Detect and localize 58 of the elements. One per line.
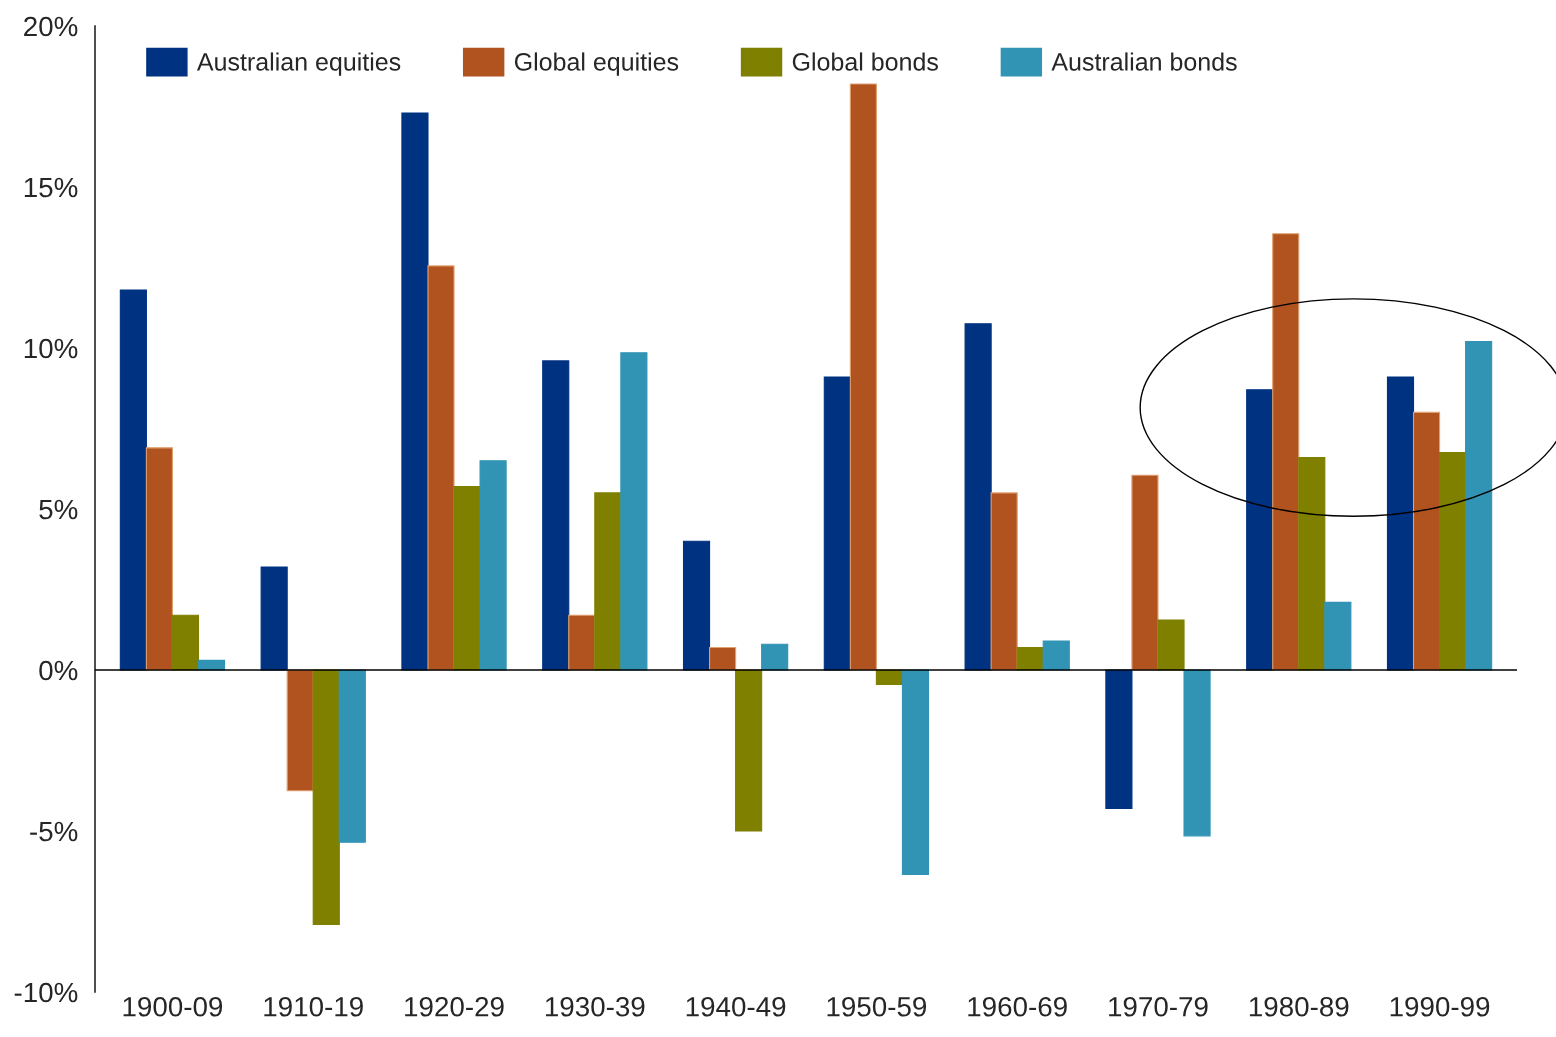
x-tick-label: 1960-69: [968, 996, 1067, 1017]
bar: [312, 669, 340, 925]
bar: [1157, 619, 1185, 671]
bar: [1131, 474, 1159, 671]
y-tick-label: 10%: [24, 338, 78, 359]
legend-label: Australian equities: [196, 52, 401, 76]
x-tick-label: 1900-09: [123, 996, 223, 1017]
bar: [542, 360, 570, 671]
bar: [1324, 601, 1352, 671]
bar: [735, 669, 763, 832]
bar: [145, 447, 173, 671]
bar: [761, 643, 789, 671]
legend-label: Global bonds: [792, 52, 938, 71]
bar: [1298, 456, 1326, 671]
y-tick-label: -10%: [14, 982, 78, 1003]
bar: [1465, 341, 1493, 671]
x-tick-label: 1950-59: [827, 996, 927, 1017]
bar: [119, 289, 147, 671]
bar: [171, 614, 200, 671]
bar: [453, 485, 481, 671]
bar: [568, 614, 596, 671]
bar: [260, 566, 288, 671]
bar: [1386, 376, 1415, 671]
bar: [427, 265, 455, 671]
bar: [1272, 233, 1300, 671]
x-tick-label: 1920-29: [405, 996, 504, 1017]
bar: [286, 669, 314, 792]
bar: [1246, 389, 1274, 671]
bar: [479, 460, 507, 671]
y-tick-label: 5%: [39, 499, 78, 520]
bar: [1042, 640, 1070, 671]
legend-label: Global equities: [514, 52, 679, 76]
legend-label: Australian bonds: [1051, 52, 1237, 71]
x-tick-label: 1930-39: [545, 996, 645, 1017]
bar: [1105, 669, 1133, 810]
y-tick-label: 20%: [24, 16, 78, 37]
y-tick-label: -5%: [30, 821, 78, 842]
bar: [964, 323, 992, 671]
bar: [709, 646, 737, 671]
bar: [1412, 411, 1441, 671]
bar: [338, 669, 366, 843]
bar: [823, 376, 851, 671]
bar: [1439, 452, 1467, 671]
x-tick-label: 1970-79: [1109, 996, 1208, 1017]
bar: [990, 492, 1018, 671]
bar: [682, 540, 711, 671]
bar: [401, 112, 429, 671]
bar: [594, 492, 622, 671]
bar: [620, 352, 648, 671]
y-tick-label: 15%: [24, 177, 78, 198]
y-tick-label: 0%: [39, 660, 78, 681]
bar: [1183, 669, 1211, 837]
x-tick-label: 1910-19: [264, 996, 363, 1017]
bar: [901, 669, 930, 876]
bar: [849, 83, 877, 671]
x-tick-label: 1990-99: [1390, 996, 1490, 1017]
x-tick-label: 1980-89: [1249, 996, 1349, 1017]
x-tick-label: 1940-49: [686, 996, 786, 1017]
